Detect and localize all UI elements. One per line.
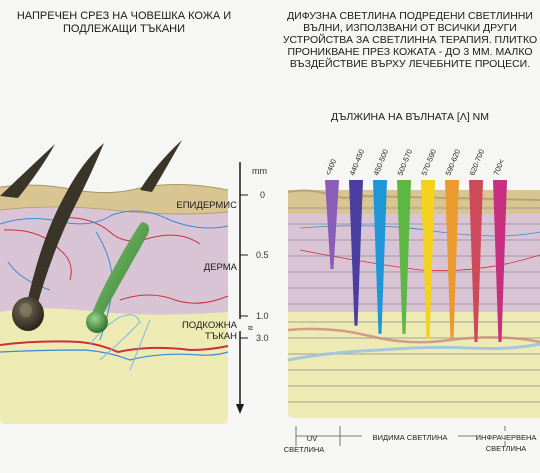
scale-mark-10: 1.0 — [256, 311, 269, 321]
wavelength-label: 500-570 — [396, 148, 415, 177]
blood-vessel-red — [3, 217, 229, 304]
label-subcutis-2: ТЪКАН — [205, 331, 237, 342]
scale-unit: mm — [252, 166, 267, 176]
hair-shaft-3 — [140, 140, 182, 192]
scale-mark-0: 0 — [260, 190, 265, 200]
scale-break-icon: ≈ — [248, 323, 253, 333]
sweat-gland — [90, 222, 150, 324]
wavelength-label: <400 — [324, 158, 339, 177]
wavelength-beam — [373, 180, 387, 334]
label-subcutis-1: ПОДКОЖНА — [182, 320, 238, 331]
wavelength-beam — [445, 180, 459, 339]
wavelength-label: 440-450 — [348, 148, 367, 177]
label-epidermis: ЕПИДЕРМИС — [176, 200, 237, 211]
wavelength-label: 450-500 — [372, 148, 391, 177]
spectrum-infrared-2: СВЕТЛИНА — [486, 444, 527, 453]
subcutis-layer — [0, 305, 228, 424]
spectrum-uv-1: UV — [307, 434, 317, 443]
wavelength-label: 700< — [492, 157, 507, 177]
spectrum-infrared-1: ИНФРАЧЕРВЕНА — [476, 433, 537, 442]
hair-shaft-2 — [0, 144, 55, 198]
spectrum-visible: ВИДИМА СВЕТЛИНА — [373, 433, 448, 442]
wavelength-beam — [325, 180, 339, 270]
wavelength-beam — [421, 180, 435, 339]
wavelength-label: 620-700 — [468, 148, 487, 177]
right-title: ДИФУЗНА СВЕТЛИНА ПОДРЕДЕНИ СВЕТЛИННИ ВЪЛ… — [282, 10, 538, 70]
wavelength-label: 570-590 — [420, 148, 439, 177]
scale-mark-05: 0.5 — [256, 250, 269, 260]
wavelength-beam — [469, 180, 483, 342]
skin-cross-section: mm 0 0.5 1.0 3.0 ≈ ЕПИДЕРМИС ДЕРМА ПОДКО… — [0, 140, 269, 424]
label-dermis: ДЕРМА — [204, 262, 238, 273]
spectrum-uv: СВЕТЛИНА — [284, 445, 325, 454]
wavelength-beam — [397, 180, 411, 334]
wavelength-beam — [493, 180, 507, 342]
scale-mark-30: 3.0 — [256, 333, 269, 343]
wavelength-label: 590-620 — [444, 148, 463, 177]
left-title: НАПРЕЧЕН СРЕЗ НА ЧОВЕШКА КОЖА И ПОДЛЕЖАЩ… — [16, 10, 232, 35]
hair-shaft-1 — [26, 143, 104, 310]
wavelength-beam — [349, 180, 363, 326]
wavelength-heading: ДЪЛЖИНА НА ВЪЛНАТА [λ] NM — [330, 111, 490, 123]
penetration-panel: <400 440-450 450-500 500-570 570-590 590-620 6… — [284, 148, 540, 454]
wavelength-beams: <400 440-450 450-500 500-570 570-590 590-620 6… — [324, 148, 507, 342]
depth-axis-arrow — [236, 404, 244, 414]
